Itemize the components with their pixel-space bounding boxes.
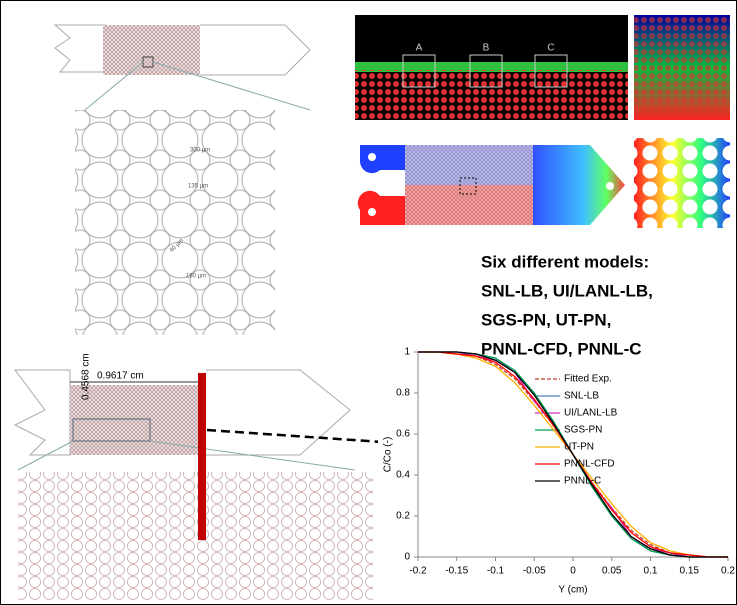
pore-lattice [18,472,373,600]
inlet [358,191,405,225]
tracer-region [355,70,628,120]
y-axis-label: C/Co (-) [383,437,394,473]
annotation: Six different models: [481,252,649,271]
x-axis-label: Y (cm) [558,585,587,596]
annotation: SGS-PN, UT-PN, [481,310,611,329]
box-label: C [547,43,554,54]
x-tick-label: 0 [570,566,576,577]
inlet [360,145,405,173]
x-tick-label: -0.2 [409,566,427,577]
legend-label: SNL-LB [564,391,599,402]
x-tick-label: 0.15 [680,566,700,577]
plot-area [378,342,736,599]
box-label: B [483,43,490,54]
y-tick-label: 0 [404,552,410,563]
legend-label: UI/LANL-LB [564,408,618,419]
annotation: SNL-LB, UI/LANL-LB, [481,281,653,300]
figure: 300 µm 135 µm 40 µm 180 µm A B C 0.9617 … [0,0,737,605]
dim-label: 0.4568 cm [81,353,92,400]
x-tick-label: 0.05 [602,566,622,577]
box-label: A [416,43,423,54]
dim-label: 0.9617 cm [97,371,144,382]
dim-label: 135 µm [188,184,208,190]
legend-label: PNNL-CFD [564,459,615,470]
legend-label: Fitted Exp. [564,374,612,385]
y-tick-label: 0.2 [396,511,410,522]
legend-label: SGS-PN [564,425,602,436]
pore-lattice [75,110,275,335]
y-tick-label: 0.6 [396,429,410,440]
legend-label: PNNL-C [564,476,601,487]
y-tick-label: 1 [404,347,410,358]
x-tick-label: -0.15 [445,566,468,577]
dim-label: 180 µm [186,274,206,280]
annotation: PNNL-CFD, PNNL-C [481,339,642,358]
x-tick-label: 0.2 [721,566,735,577]
x-tick-label: -0.1 [487,566,505,577]
x-tick-label: -0.05 [523,566,546,577]
section-bar [198,373,206,540]
page: 300 µm 135 µm 40 µm 180 µm A B C 0.9617 … [0,0,737,605]
zoom-line [153,62,310,110]
dim-label: 300 µm [190,148,210,154]
line-chart: -0.2 -0.15 -0.1 -0.05 0 0.05 0.1 0.15 0.2 0 0.2 0.4… [378,342,736,599]
x-tick-label: 0.1 [644,566,658,577]
y-tick-label: 0.8 [396,388,410,399]
y-tick-label: 0.4 [396,470,410,481]
